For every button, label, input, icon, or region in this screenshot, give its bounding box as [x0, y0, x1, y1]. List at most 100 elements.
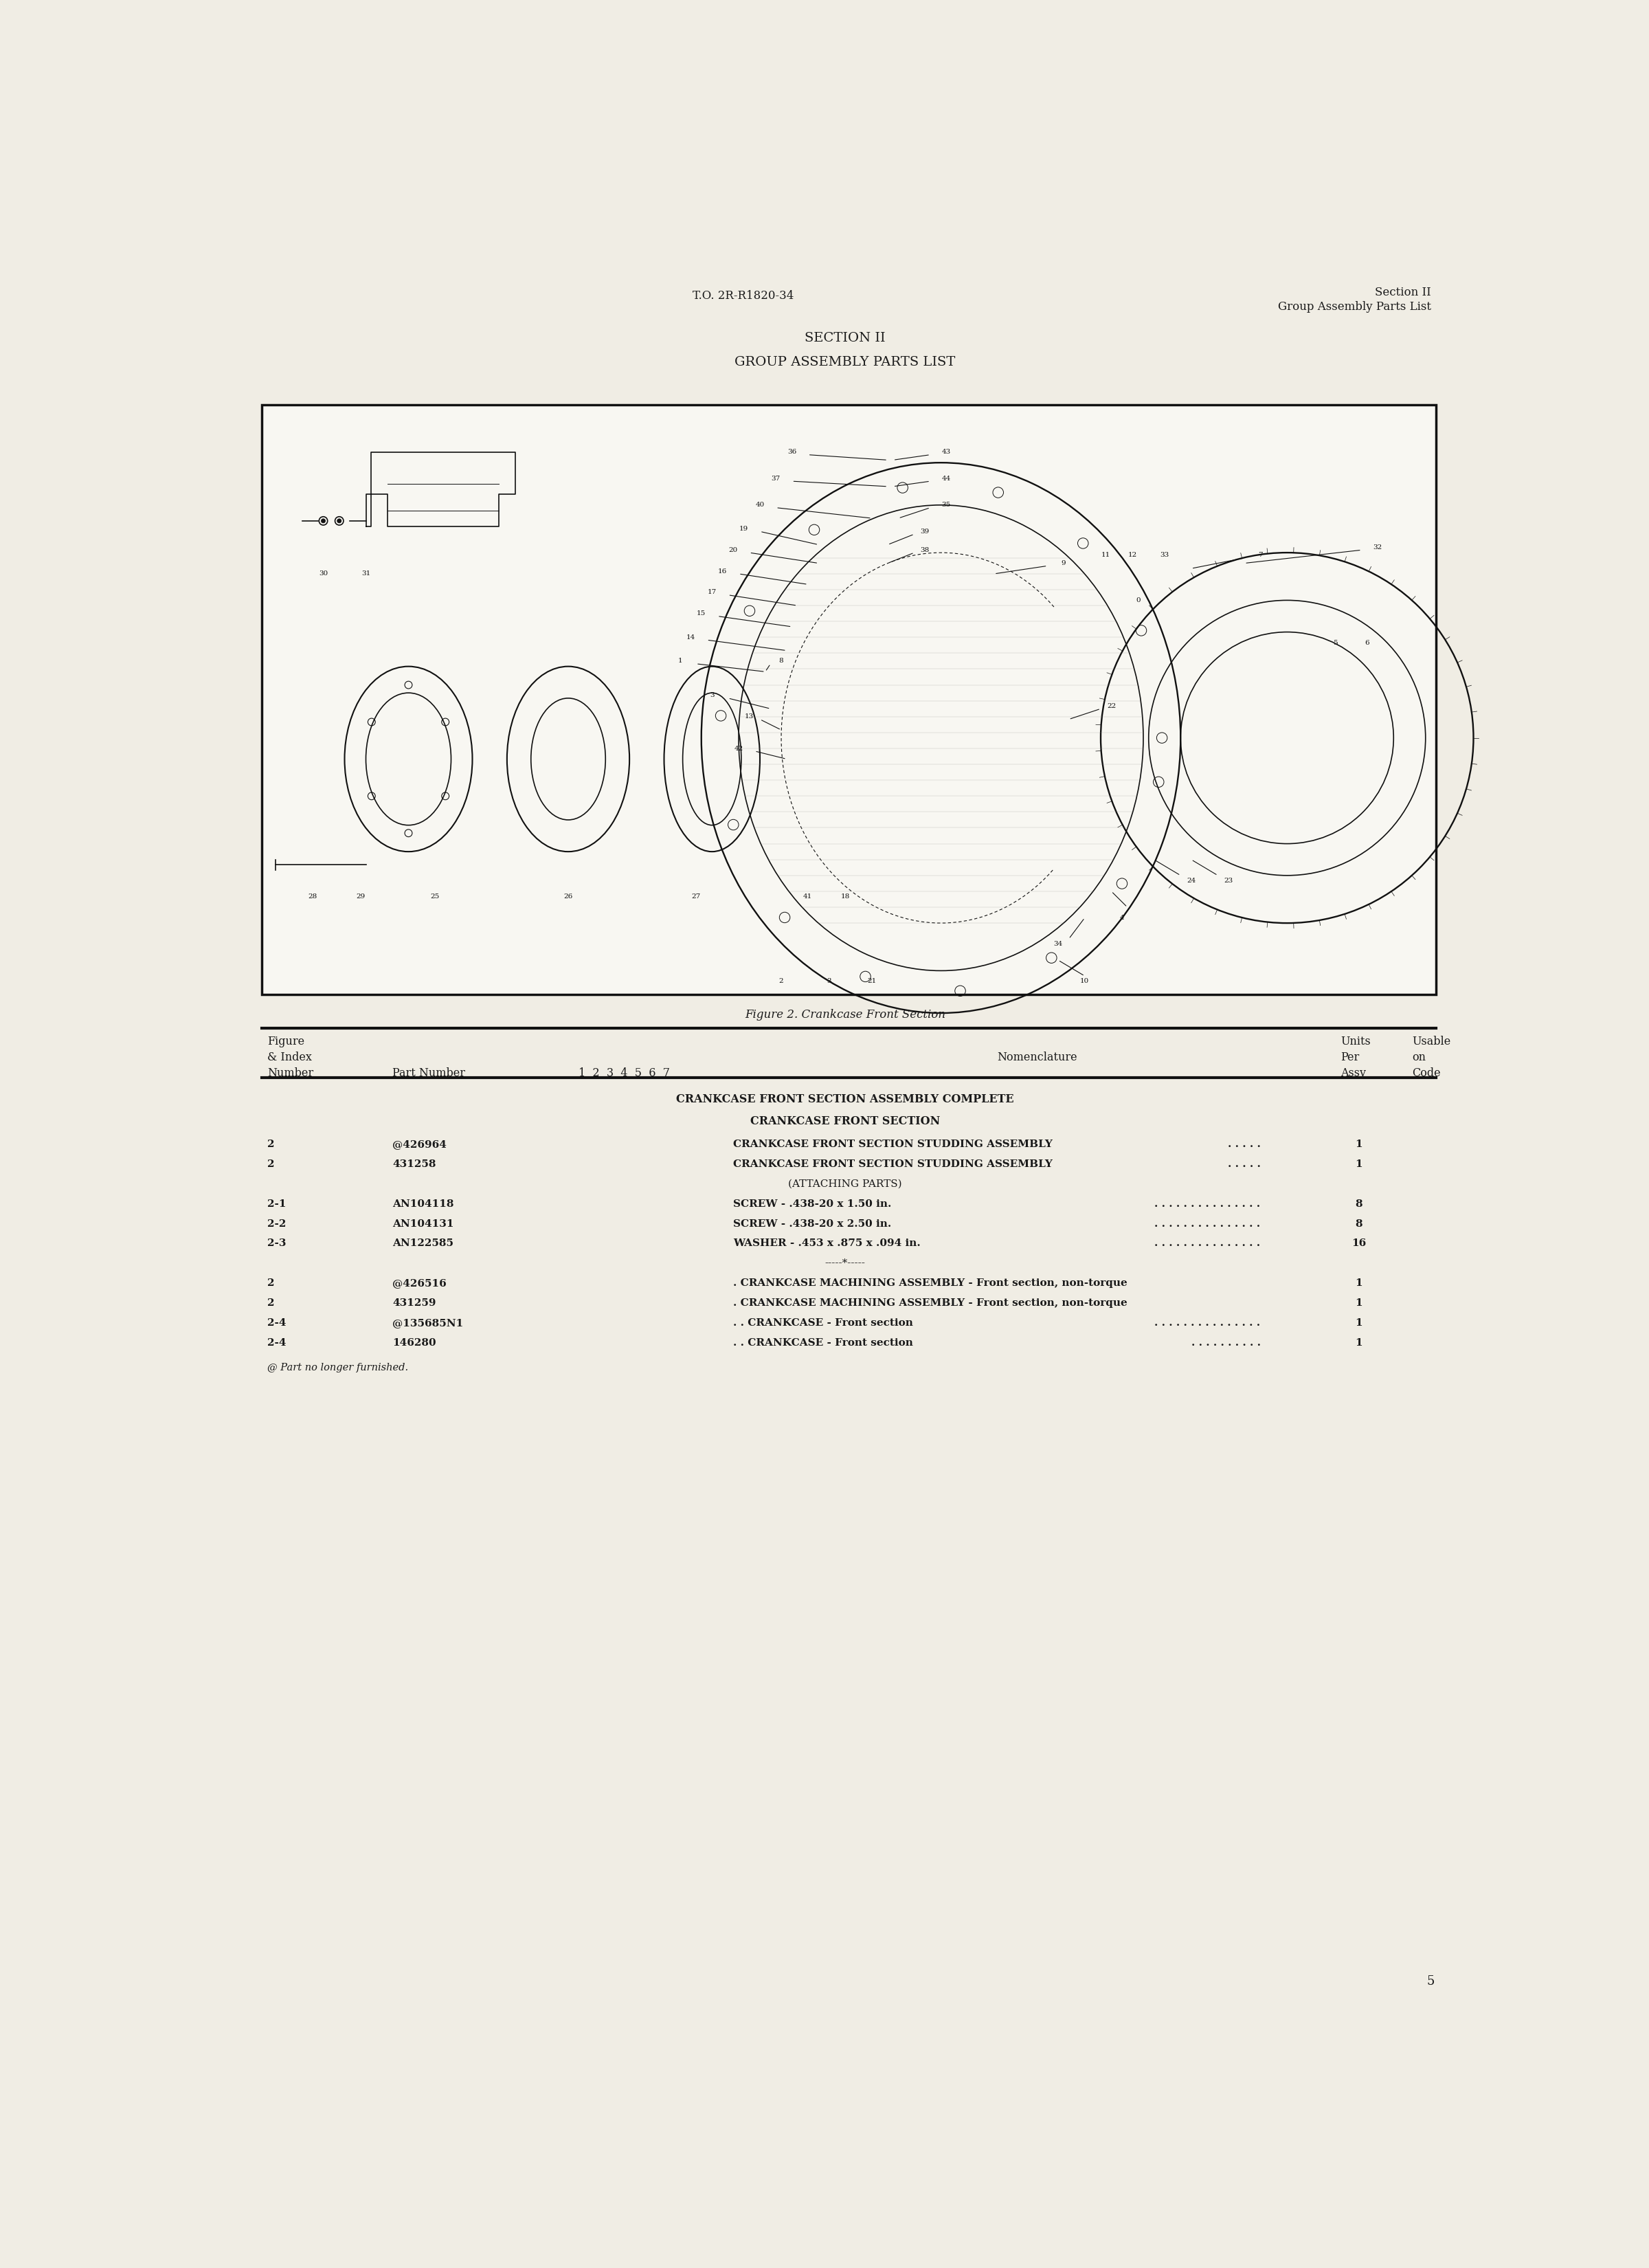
Text: 37: 37: [772, 476, 780, 481]
Text: 1: 1: [1355, 1279, 1362, 1288]
Text: 1: 1: [678, 658, 683, 665]
Text: 33: 33: [1159, 551, 1169, 558]
Text: 15: 15: [698, 610, 706, 617]
Text: GROUP ASSEMBLY PARTS LIST: GROUP ASSEMBLY PARTS LIST: [735, 356, 955, 367]
Text: 1: 1: [1355, 1338, 1362, 1347]
Text: . . CRANKCASE - Front section: . . CRANKCASE - Front section: [734, 1338, 914, 1347]
Text: 20: 20: [729, 547, 737, 553]
Text: 19: 19: [739, 526, 749, 533]
Text: 2: 2: [267, 1279, 275, 1288]
Text: 1  2  3  4  5  6  7: 1 2 3 4 5 6 7: [579, 1068, 669, 1080]
Text: @ Part no longer furnished.: @ Part no longer furnished.: [267, 1363, 409, 1372]
Text: on: on: [1412, 1052, 1426, 1064]
Text: 32: 32: [1374, 544, 1382, 551]
Text: 2-2: 2-2: [267, 1218, 287, 1229]
Text: Group Assembly Parts List: Group Assembly Parts List: [1278, 302, 1431, 313]
Text: 2: 2: [267, 1159, 275, 1168]
Text: 42: 42: [734, 746, 744, 751]
Text: 40: 40: [755, 501, 765, 508]
Text: 25: 25: [430, 894, 440, 900]
Text: (ATTACHING PARTS): (ATTACHING PARTS): [788, 1179, 902, 1188]
Text: . . . . .: . . . . .: [1227, 1139, 1260, 1150]
Text: 41: 41: [803, 894, 813, 900]
Text: CRANKCASE FRONT SECTION STUDDING ASSEMBLY: CRANKCASE FRONT SECTION STUDDING ASSEMBL…: [734, 1139, 1052, 1150]
Text: 1: 1: [1355, 1159, 1362, 1168]
Text: 30: 30: [318, 572, 328, 576]
Text: 8: 8: [778, 658, 783, 665]
Text: 6: 6: [1365, 640, 1369, 646]
Text: 1: 1: [1355, 1139, 1362, 1150]
Text: 17: 17: [707, 590, 717, 596]
Text: CRANKCASE FRONT SECTION STUDDING ASSEMBLY: CRANKCASE FRONT SECTION STUDDING ASSEMBL…: [734, 1159, 1052, 1168]
Text: . . . . . . . . . . . . . . .: . . . . . . . . . . . . . . .: [1154, 1238, 1260, 1247]
Text: 11: 11: [1102, 551, 1110, 558]
Text: 31: 31: [361, 572, 371, 576]
Text: Per: Per: [1341, 1052, 1359, 1064]
Text: 431258: 431258: [392, 1159, 435, 1168]
Text: . . . . .: . . . . .: [1227, 1159, 1260, 1168]
Text: 35: 35: [942, 501, 951, 508]
Text: Assy: Assy: [1341, 1068, 1365, 1080]
Text: T.O. 2R-R1820-34: T.O. 2R-R1820-34: [693, 290, 793, 302]
Text: 1: 1: [1355, 1297, 1362, 1309]
Circle shape: [336, 519, 341, 524]
Text: Code: Code: [1412, 1068, 1441, 1080]
Text: 2-4: 2-4: [267, 1318, 287, 1327]
Text: 24: 24: [1187, 878, 1196, 885]
Text: 431259: 431259: [392, 1297, 435, 1309]
Text: AN122585: AN122585: [392, 1238, 453, 1247]
Text: Figure 2. Crankcase Front Section: Figure 2. Crankcase Front Section: [745, 1009, 945, 1021]
Text: Section II: Section II: [1375, 286, 1431, 297]
Text: . CRANKCASE MACHINING ASSEMBLY - Front section, non-torque: . CRANKCASE MACHINING ASSEMBLY - Front s…: [734, 1297, 1128, 1309]
Text: 1: 1: [1355, 1318, 1362, 1327]
Text: Figure: Figure: [267, 1036, 305, 1048]
Text: 2: 2: [267, 1297, 275, 1309]
Text: 39: 39: [920, 528, 930, 535]
Text: 146280: 146280: [392, 1338, 437, 1347]
Text: 2: 2: [778, 978, 783, 984]
Text: 2-3: 2-3: [267, 1238, 287, 1247]
Text: 34: 34: [1054, 941, 1062, 948]
Text: WASHER - .453 x .875 x .094 in.: WASHER - .453 x .875 x .094 in.: [734, 1238, 920, 1247]
Text: 28: 28: [308, 894, 317, 900]
Text: CRANKCASE FRONT SECTION: CRANKCASE FRONT SECTION: [750, 1116, 940, 1127]
Text: 44: 44: [942, 476, 951, 481]
Text: 26: 26: [564, 894, 572, 900]
Text: Part Number: Part Number: [392, 1068, 465, 1080]
Text: 16: 16: [1352, 1238, 1367, 1247]
Text: 29: 29: [356, 894, 364, 900]
Text: 4: 4: [1120, 914, 1125, 921]
Text: Usable: Usable: [1412, 1036, 1451, 1048]
Text: . . . . . . . . . . . . . . .: . . . . . . . . . . . . . . .: [1154, 1200, 1260, 1209]
Text: 9: 9: [1062, 560, 1065, 567]
Text: 23: 23: [1224, 878, 1233, 885]
Text: SECTION II: SECTION II: [805, 331, 886, 345]
Text: 8: 8: [1355, 1218, 1362, 1229]
Circle shape: [322, 519, 325, 524]
Text: Units: Units: [1341, 1036, 1370, 1048]
Text: CRANKCASE FRONT SECTION ASSEMBLY COMPLETE: CRANKCASE FRONT SECTION ASSEMBLY COMPLET…: [676, 1093, 1014, 1105]
Text: . . . . . . . . . . . . . . .: . . . . . . . . . . . . . . .: [1154, 1318, 1260, 1327]
Text: -----*-----: -----*-----: [824, 1259, 866, 1268]
Text: AN104131: AN104131: [392, 1218, 453, 1229]
Text: & Index: & Index: [267, 1052, 312, 1064]
Text: . . . . . . . . . . . . . . .: . . . . . . . . . . . . . . .: [1154, 1218, 1260, 1229]
Text: AN104118: AN104118: [392, 1200, 453, 1209]
Text: 16: 16: [717, 567, 727, 574]
Text: 18: 18: [841, 894, 849, 900]
Text: 12: 12: [1128, 551, 1138, 558]
Bar: [262, 404, 1436, 993]
Text: @426964: @426964: [392, 1139, 447, 1150]
Text: @426516: @426516: [392, 1279, 447, 1288]
Text: 22: 22: [1106, 703, 1116, 710]
Text: 2: 2: [267, 1139, 275, 1150]
Text: 13: 13: [745, 714, 754, 719]
Text: 2-1: 2-1: [267, 1200, 287, 1209]
Text: Nomenclature: Nomenclature: [996, 1052, 1077, 1064]
Text: 10: 10: [1080, 978, 1090, 984]
Text: 21: 21: [867, 978, 876, 984]
Text: 5: 5: [1332, 640, 1337, 646]
Text: 5: 5: [1426, 1975, 1435, 1987]
Text: Number: Number: [267, 1068, 313, 1080]
Text: SCREW - .438-20 x 1.50 in.: SCREW - .438-20 x 1.50 in.: [734, 1200, 892, 1209]
